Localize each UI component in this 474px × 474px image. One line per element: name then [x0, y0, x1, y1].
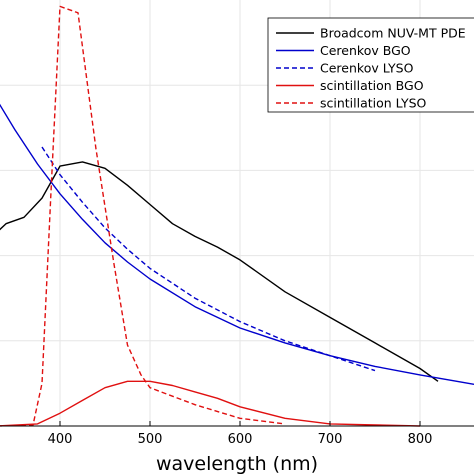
series-layer — [0, 5, 474, 427]
x-tick-labels: 400 500 600 700 800 — [48, 421, 433, 447]
x-tick-label: 700 — [318, 432, 343, 447]
legend-label: Cerenkov LYSO — [320, 61, 414, 76]
series-line-2 — [0, 103, 474, 385]
legend-label: scintillation BGO — [320, 78, 424, 93]
series-line-1 — [0, 161, 439, 382]
x-tick-label: 600 — [228, 432, 253, 447]
series-line-3 — [41, 146, 376, 372]
x-tick-label: 800 — [408, 432, 433, 447]
legend-label: Cerenkov BGO — [320, 43, 411, 58]
series-line-5 — [0, 5, 286, 427]
x-tick-label: 400 — [48, 432, 73, 447]
x-axis-title: wavelength (nm) — [156, 453, 318, 474]
legend: Broadcom NUV-MT PDE Cerenkov BGO Cerenkov … — [267, 17, 474, 113]
series-line-4 — [0, 380, 421, 427]
legend-label: Broadcom NUV-MT PDE — [320, 26, 466, 41]
x-tick-label: 500 — [138, 432, 163, 447]
legend-label: scintillation LYSO — [320, 96, 427, 111]
